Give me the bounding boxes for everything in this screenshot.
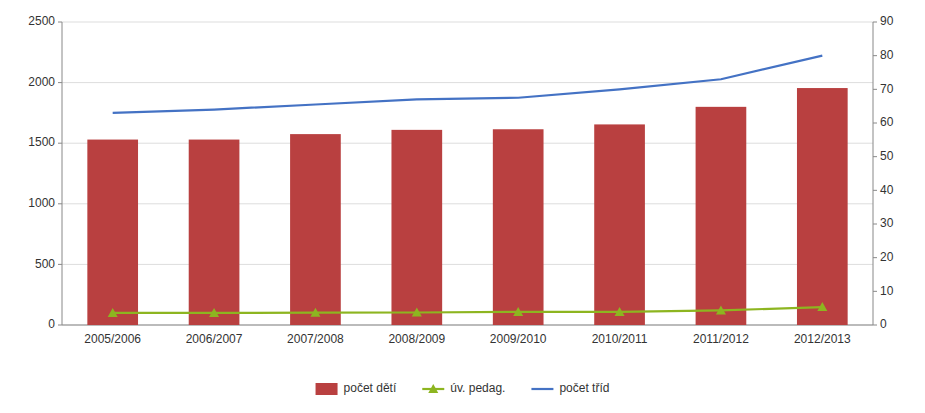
x-tick-label: 2012/2013: [794, 332, 851, 346]
marker: [108, 308, 118, 317]
marker: [817, 302, 827, 311]
y2-tick-label: 0: [880, 317, 887, 331]
y2-tick-label: 90: [880, 14, 894, 28]
x-tick-label: 2007/2008: [287, 332, 344, 346]
marker: [209, 308, 219, 317]
y2-tick-label: 70: [880, 82, 894, 96]
y-tick-label: 0: [48, 317, 55, 331]
x-tick-label: 2011/2012: [693, 332, 749, 346]
series-2: [113, 56, 823, 113]
bar: [696, 107, 747, 325]
line: [113, 307, 823, 313]
series-0: [87, 88, 847, 325]
y2-tick: [873, 190, 877, 191]
legend-item: počet tříd: [531, 381, 609, 395]
bar: [493, 129, 544, 325]
legend-swatch: [531, 388, 553, 390]
grid-line: [62, 203, 873, 204]
y2-tick: [873, 123, 877, 124]
grid-line: [62, 22, 873, 23]
y2-tick-label: 30: [880, 216, 894, 230]
grid-line: [62, 325, 873, 326]
y2-tick: [873, 89, 877, 90]
y-tick-label: 1500: [28, 135, 55, 149]
bar: [290, 134, 341, 325]
bar: [797, 88, 848, 325]
x-tick-label: 2010/2011: [592, 332, 648, 346]
bar: [594, 124, 645, 325]
y2-tick: [873, 325, 877, 326]
marker: [412, 308, 422, 317]
legend-swatch: [316, 383, 338, 395]
y2-tick-label: 50: [880, 149, 894, 163]
grid-line: [62, 264, 873, 265]
y2-tick: [873, 291, 877, 292]
y-tick: [58, 203, 62, 204]
y2-tick: [873, 156, 877, 157]
marker: [615, 307, 625, 316]
chart: 0 500 1000 1500 2000 2500 0 10 20 30 40 50 60 70 80 90 2…: [0, 0, 925, 413]
legend-item: počet dětí: [316, 381, 397, 395]
series-1: [108, 302, 828, 317]
axes: 0 500 1000 1500 2000 2500 0 10 20 30 40 50 60 70 80 90 2…: [28, 14, 893, 346]
y-tick: [58, 325, 62, 326]
y-tick-label: 2000: [28, 75, 55, 89]
grid-line: [62, 143, 873, 144]
marker: [310, 308, 320, 317]
y-tick: [58, 82, 62, 83]
y2-tick: [873, 22, 877, 23]
y-tick: [58, 22, 62, 23]
legend-marker: [428, 384, 438, 393]
y-tick: [58, 264, 62, 265]
y-tick: [58, 143, 62, 144]
x-tick-label: 2009/2010: [490, 332, 547, 346]
y2-tick: [873, 224, 877, 225]
x-axis-line: [62, 325, 873, 326]
legend: počet dětí úv. pedag. počet tříd: [316, 381, 610, 395]
y2-tick: [873, 257, 877, 258]
y-tick-label: 500: [35, 257, 55, 271]
grid: [62, 22, 873, 325]
bar: [87, 140, 138, 325]
x-tick-label: 2006/2007: [186, 332, 243, 346]
y2-tick-label: 10: [880, 284, 894, 298]
bar: [189, 140, 240, 325]
line: [113, 56, 823, 113]
y2-tick-label: 40: [880, 183, 894, 197]
legend-item: úv. pedag.: [422, 381, 505, 395]
y2-tick-label: 20: [880, 250, 894, 264]
legend-label: úv. pedag.: [450, 381, 505, 395]
x-tick-label: 2008/2009: [388, 332, 445, 346]
y-tick-label: 1000: [28, 196, 55, 210]
legend-label: počet tříd: [559, 381, 609, 395]
marker: [513, 307, 523, 316]
y2-axis-line: [873, 22, 874, 325]
bar: [391, 130, 442, 325]
y-axis-line: [62, 22, 63, 325]
plot-area: [87, 56, 847, 325]
y2-tick-label: 60: [880, 115, 894, 129]
legend-label: počet dětí: [344, 381, 397, 395]
x-tick-label: 2005/2006: [84, 332, 141, 346]
y-tick-label: 2500: [28, 14, 55, 28]
y2-tick-label: 80: [880, 48, 894, 62]
grid-line: [62, 82, 873, 83]
y2-tick: [873, 55, 877, 56]
marker: [716, 305, 726, 314]
